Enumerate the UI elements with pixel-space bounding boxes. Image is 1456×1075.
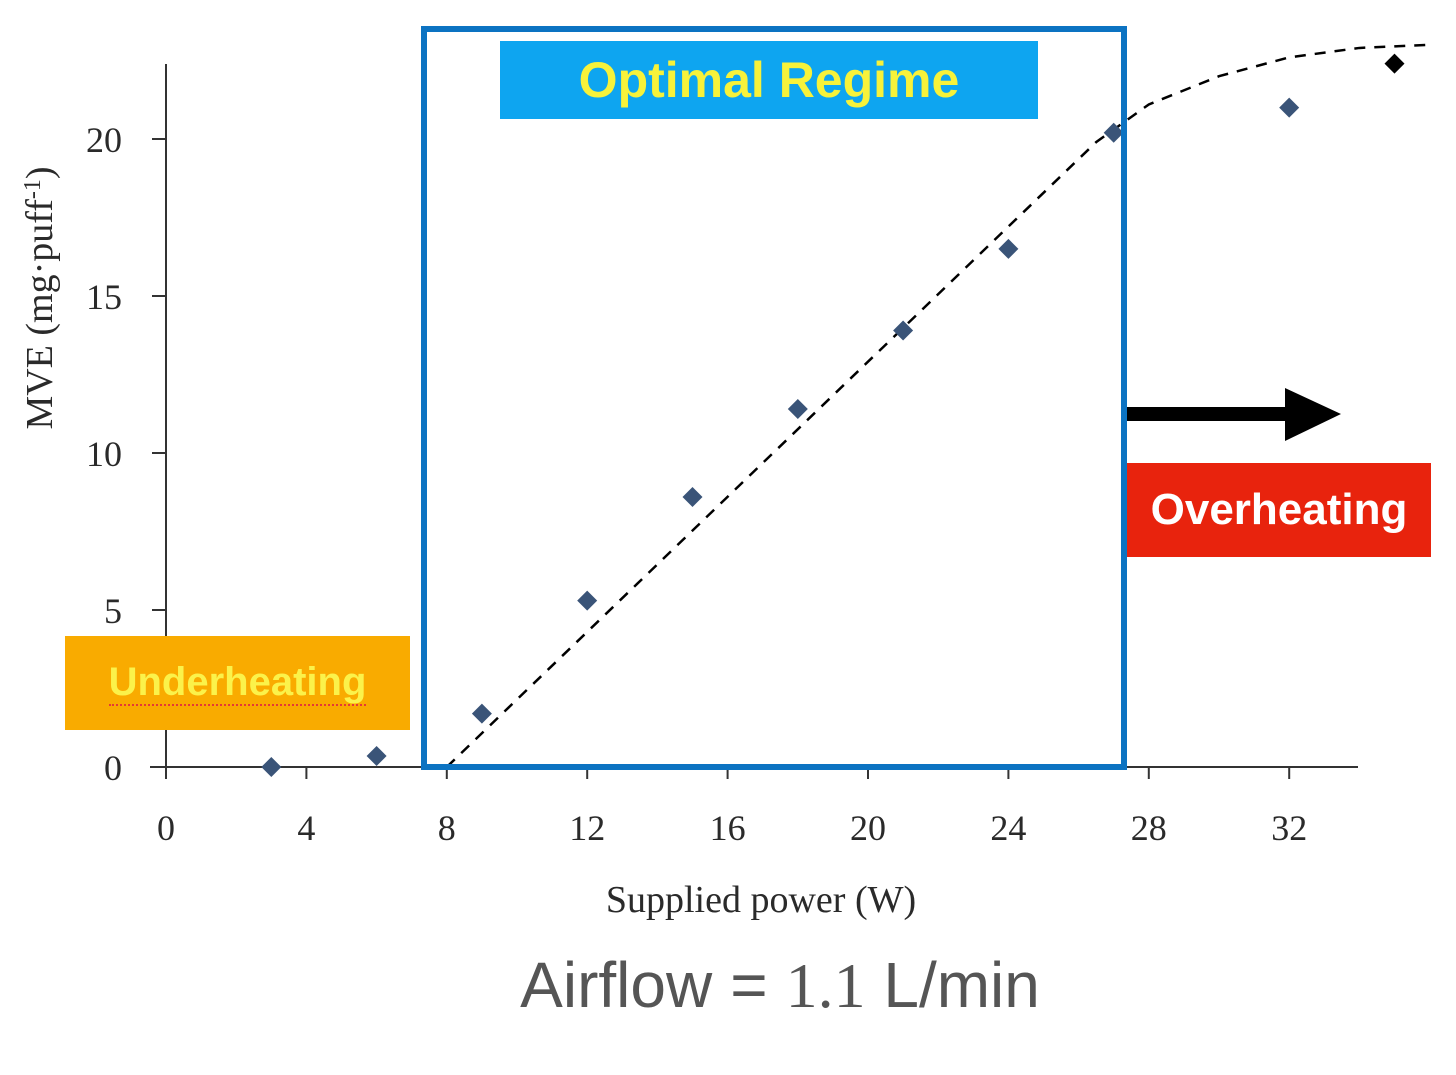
data-point-diamond <box>1103 122 1124 143</box>
x-tick-label: 24 <box>990 808 1026 848</box>
y-axis-title-close: ) <box>19 166 61 179</box>
overheating-label: Overheating <box>1127 463 1431 557</box>
data-point-diamond <box>682 486 703 507</box>
x-axis-title: Supplied power (W) <box>606 879 916 921</box>
y-ticks: 0 5 10 15 20 <box>86 120 166 788</box>
data-point-diamond <box>261 757 282 777</box>
x-tick-label: 4 <box>297 808 315 848</box>
underheating-label: Underheating <box>65 636 410 730</box>
data-point-diamond <box>471 703 492 724</box>
trend-line <box>445 43 1430 768</box>
y-axis-title-main: MVE (mg·puff <box>19 199 61 430</box>
y-tick-label: 15 <box>86 277 122 317</box>
caption-equals: = <box>730 949 768 1021</box>
x-tick-label: 8 <box>438 808 456 848</box>
x-tick-label: 32 <box>1271 808 1307 848</box>
data-point-diamond <box>1279 97 1300 118</box>
x-tick-label: 28 <box>1131 808 1167 848</box>
data-point-diamond <box>577 590 598 611</box>
y-axis-title: MVE (mg·puff-1) <box>19 166 61 429</box>
data-point-diamond <box>998 238 1019 259</box>
data-points <box>261 53 1405 777</box>
x-ticks: 0 4 8 12 16 20 24 28 32 <box>157 767 1307 848</box>
caption-prefix: Airflow <box>520 949 713 1021</box>
data-point-diamond <box>893 320 914 341</box>
data-point-diamond <box>787 399 808 420</box>
caption-unit: L/min <box>883 949 1040 1021</box>
y-tick-label: 5 <box>104 591 122 631</box>
data-point-diamond <box>1384 53 1405 74</box>
overheating-arrow <box>1124 388 1341 441</box>
airflow-caption: Airflow = 1.1 L/min <box>0 948 1456 1023</box>
y-tick-label: 10 <box>86 434 122 474</box>
overheating-arrow-shaft <box>1124 407 1289 421</box>
y-tick-label: 0 <box>104 748 122 788</box>
y-tick-label: 20 <box>86 120 122 160</box>
caption-value: 1.1 <box>785 950 866 1021</box>
underheating-label-text: Underheating <box>108 660 367 706</box>
data-point-diamond <box>366 746 387 767</box>
x-tick-label: 0 <box>157 808 175 848</box>
x-tick-label: 12 <box>569 808 605 848</box>
overheating-arrow-head <box>1285 388 1341 441</box>
x-tick-label: 16 <box>710 808 746 848</box>
optimal-regime-label: Optimal Regime <box>500 41 1038 119</box>
y-axis-title-sup: -1 <box>20 179 46 199</box>
optimal-regime-box <box>421 26 1127 770</box>
x-tick-label: 20 <box>850 808 886 848</box>
